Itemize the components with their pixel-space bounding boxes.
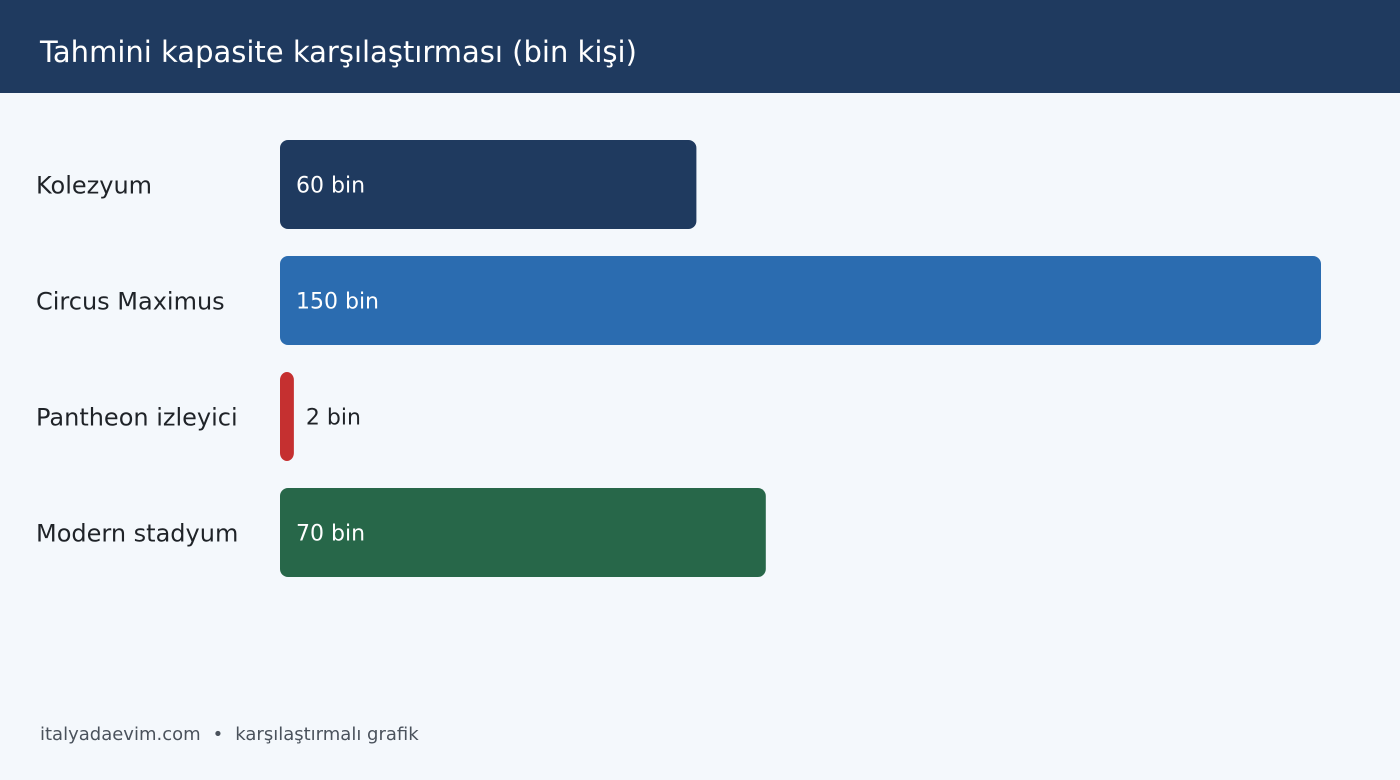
bar-chart: Kolezyum 60 bin Circus Maximus 150 bin Panth… — [36, 140, 1321, 577]
bar-group: Modern stadyum 70 bin — [36, 488, 766, 577]
chart-header: Tahmini kapasite karşılaştırması (bin ki… — [0, 0, 1400, 93]
category-label: Kolezyum — [36, 172, 152, 200]
category-label: Circus Maximus — [36, 288, 225, 316]
bar — [280, 256, 1321, 345]
bar-group: Circus Maximus 150 bin — [36, 256, 1321, 345]
value-label: 2 bin — [306, 406, 361, 431]
value-label: 70 bin — [296, 522, 365, 547]
category-label: Pantheon izleyici — [36, 404, 238, 432]
footer-separator: • — [212, 724, 224, 745]
category-label: Modern stadyum — [36, 520, 238, 548]
bar-group: Pantheon izleyici 2 bin — [36, 372, 361, 461]
footer-site: italyadaevim.com — [40, 724, 201, 745]
value-label: 150 bin — [296, 290, 379, 315]
bar-group: Kolezyum 60 bin — [36, 140, 697, 229]
value-label: 60 bin — [296, 174, 365, 199]
bar — [280, 488, 766, 577]
footer: italyadaevim.com • karşılaştırmalı grafik — [40, 722, 419, 748]
footer-caption: karşılaştırmalı grafik — [235, 724, 419, 745]
bar — [280, 372, 294, 461]
bar — [280, 140, 697, 229]
chart-title: Tahmini kapasite karşılaştırması (bin ki… — [40, 35, 637, 69]
